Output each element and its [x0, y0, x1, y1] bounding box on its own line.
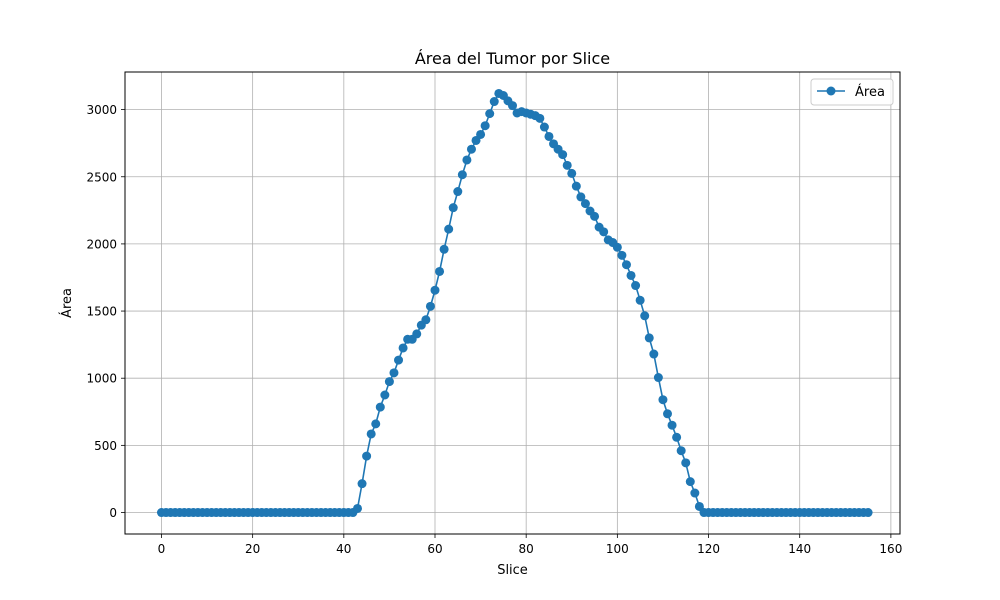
data-point [663, 409, 672, 419]
x-tick-label: 40 [336, 542, 351, 556]
y-tick-label: 3000 [86, 103, 117, 117]
data-point [676, 446, 686, 456]
y-tick-label: 2500 [86, 170, 117, 184]
data-point [485, 109, 495, 119]
y-tick-label: 2000 [86, 237, 117, 251]
x-tick-label: 120 [697, 542, 720, 556]
x-tick-label: 140 [788, 542, 811, 556]
y-tick-label: 500 [94, 439, 117, 453]
legend-marker-swatch [826, 86, 836, 96]
data-point [362, 451, 372, 461]
data-point [444, 224, 454, 234]
series-layer [156, 88, 873, 518]
data-point [398, 343, 408, 353]
x-tick-label: 0 [158, 542, 166, 556]
data-point [571, 181, 581, 191]
data-point [558, 150, 568, 160]
x-tick-label: 60 [427, 542, 442, 556]
x-tick-label: 80 [519, 542, 534, 556]
x-axis-label: Slice [497, 563, 528, 578]
data-point [640, 311, 650, 321]
data-point [412, 329, 422, 339]
data-point [439, 244, 449, 254]
data-point [389, 368, 399, 378]
data-point [631, 281, 641, 291]
data-point [384, 377, 394, 387]
plot-area-frame [124, 71, 901, 535]
data-point [544, 131, 554, 141]
data-point [621, 260, 631, 270]
legend: Área [810, 78, 894, 106]
data-point [590, 211, 600, 221]
data-point [685, 477, 695, 487]
data-point [617, 250, 627, 260]
data-point [539, 122, 549, 132]
data-point [508, 101, 517, 111]
data-point [690, 488, 700, 498]
data-point [357, 479, 367, 489]
data-point [635, 295, 645, 305]
data-point [599, 227, 609, 237]
x-tick-label: 20 [245, 542, 260, 556]
data-point [580, 199, 590, 209]
data-point [626, 270, 636, 280]
data-point [480, 121, 490, 131]
data-point [421, 315, 431, 325]
data-point [366, 429, 376, 439]
data-point [644, 333, 654, 343]
data-point [489, 97, 499, 107]
legend-entry-area: Área [855, 84, 885, 100]
data-point [653, 373, 663, 383]
data-point [435, 266, 445, 276]
data-point [672, 432, 682, 442]
y-tick-label: 1500 [86, 305, 117, 319]
data-point [476, 129, 486, 139]
axis-ticks: 0 20 40 60 80 100 120 140 160 0 500 1000 1500 2000 250… [86, 103, 902, 556]
data-point [466, 144, 476, 154]
data-point [394, 355, 404, 365]
data-point [448, 203, 458, 213]
data-point [453, 187, 463, 197]
x-tick-label: 160 [879, 542, 902, 556]
data-point [353, 503, 362, 513]
data-point [649, 349, 659, 359]
y-tick-label: 1000 [86, 372, 117, 386]
data-point [658, 395, 668, 405]
data-point [425, 301, 435, 311]
data-point [576, 192, 586, 202]
data-point [430, 285, 440, 295]
data-point [567, 168, 577, 178]
data-point [681, 458, 691, 468]
data-point [457, 170, 467, 180]
chart-title: Área del Tumor por Slice [415, 49, 610, 68]
y-axis-label: Área [59, 288, 75, 318]
data-point [380, 390, 390, 400]
data-point [562, 160, 572, 170]
x-tick-label: 100 [606, 542, 629, 556]
data-point [667, 420, 677, 430]
data-point [375, 402, 385, 412]
data-point [612, 242, 622, 252]
legend-box [810, 78, 894, 106]
data-point [863, 508, 873, 518]
y-tick-label: 0 [109, 506, 117, 520]
data-point [462, 155, 472, 165]
data-point [535, 113, 545, 123]
data-point [371, 419, 381, 429]
